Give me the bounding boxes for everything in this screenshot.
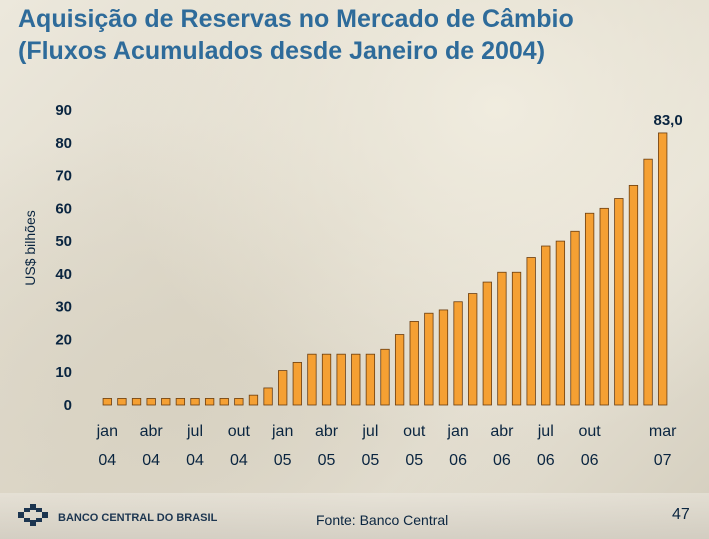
x-tick-year-label: 05	[361, 452, 379, 469]
x-tick-year-label: 07	[654, 452, 672, 469]
bar-fev-04	[117, 398, 127, 406]
y-tick-label: 60	[55, 200, 72, 217]
x-tick-year-label: 04	[186, 452, 204, 469]
bar-abr-05	[321, 353, 332, 406]
x-tick-year-label: 06	[537, 452, 555, 469]
bar-jan-06	[453, 301, 463, 406]
x-tick-year-label: 04	[142, 452, 160, 469]
bar-mai-06	[511, 271, 522, 406]
bar-jul-06	[541, 245, 551, 406]
x-tick-month-label: jul	[186, 423, 203, 440]
logo-text: BANCO CENTRAL DO BRASIL	[58, 512, 218, 524]
bar-nov-04	[248, 394, 259, 406]
x-tick-month-label: abr	[490, 423, 514, 440]
y-tick-label: 70	[55, 168, 72, 185]
bar-ago-04	[204, 398, 215, 406]
source-note: Fonte: Banco Central	[316, 512, 449, 528]
x-tick-month-label: jul	[361, 423, 378, 440]
y-tick-label: 50	[55, 233, 72, 250]
bar-ago-06	[555, 240, 566, 406]
bar-jun-04	[175, 398, 186, 406]
bar-dez-06	[614, 198, 624, 406]
bar-jun-05	[351, 353, 361, 406]
bar-abr-06	[497, 271, 507, 406]
y-tick-label: 30	[55, 299, 72, 316]
bar-mar-07	[658, 132, 668, 406]
footer-band	[0, 493, 709, 539]
data-label: 83,0	[653, 112, 682, 129]
x-tick-month-label: mar	[649, 423, 677, 440]
x-tick-year-label: 04	[230, 452, 248, 469]
bar-set-06	[570, 230, 580, 406]
x-tick-month-label: jul	[537, 423, 554, 440]
bar-out-04	[234, 398, 244, 406]
bar-jan-04	[102, 398, 112, 406]
bar-set-04	[219, 398, 229, 406]
x-tick-month-label: out	[578, 423, 601, 440]
y-tick-label: 90	[55, 102, 72, 119]
bar-out-06	[584, 212, 595, 406]
x-tick-month-label: jan	[271, 423, 293, 440]
chart-annotations: 83,0	[653, 112, 682, 129]
bar-jan-07	[628, 184, 639, 406]
x-tick-month-label: out	[228, 423, 251, 440]
page-number: 47	[672, 506, 690, 523]
x-tick-month-label: out	[403, 423, 426, 440]
x-tick-year-label: 06	[581, 452, 599, 469]
x-tick-month-label: jan	[96, 423, 118, 440]
bar-series	[102, 132, 668, 406]
bar-dez-04	[263, 387, 273, 406]
x-tick-year-label: 06	[493, 452, 511, 469]
bar-fev-05	[292, 361, 302, 406]
bar-mai-05	[336, 353, 346, 406]
bar-out-05	[409, 321, 419, 406]
bar-set-05	[394, 334, 405, 406]
bar-ago-05	[380, 348, 390, 406]
x-tick-month-label: jan	[446, 423, 468, 440]
bar-mar-04	[131, 398, 142, 406]
bar-nov-05	[424, 312, 434, 406]
y-tick-label: 0	[64, 397, 72, 414]
x-axis-ticks: jan 04 abr 04 jul 04 out 04 jan 05 abr 05 jul 05 out 05…	[96, 423, 678, 469]
bar-mar-06	[482, 281, 492, 406]
x-tick-month-label: abr	[315, 423, 339, 440]
y-tick-label: 10	[55, 364, 72, 381]
bar-mar-05	[307, 353, 317, 406]
x-tick-month-label: abr	[140, 423, 164, 440]
x-tick-year-label: 05	[318, 452, 336, 469]
y-tick-label: 40	[55, 266, 72, 283]
bar-mai-04	[161, 398, 171, 406]
bar-jul-04	[190, 398, 200, 406]
title-line-1: Aquisição de Reservas no Mercado de Câmb…	[18, 5, 574, 33]
bar-jan-05	[278, 370, 288, 406]
bar-jun-06	[526, 257, 536, 406]
x-tick-year-label: 05	[405, 452, 423, 469]
bar-abr-04	[146, 398, 156, 406]
bar-jul-05	[365, 353, 376, 406]
y-tick-label: 20	[55, 331, 72, 348]
y-tick-label: 80	[55, 135, 72, 152]
slide-title: Aquisição de Reservas no Mercado de Câmb…	[18, 4, 708, 68]
banco-central-logo: BANCO CENTRAL DO BRASIL	[18, 504, 218, 526]
x-tick-year-label: 04	[98, 452, 116, 469]
bar-fev-07	[643, 158, 653, 406]
x-tick-year-label: 06	[449, 452, 467, 469]
bar-nov-06	[599, 207, 609, 406]
bar-fev-06	[468, 293, 478, 406]
y-axis-ticks: 0 10 20 30 40 50 60 70 80 90	[55, 102, 72, 414]
bar-dez-05	[438, 309, 449, 406]
bar-chart: 0 10 20 30 40 50 60 70 80 90 jan 04 abr 04 jul 04 out 04…	[55, 102, 682, 469]
title-line-2: (Fluxos Acumulados desde Janeiro de 2004…	[18, 37, 546, 65]
x-tick-year-label: 05	[274, 452, 292, 469]
